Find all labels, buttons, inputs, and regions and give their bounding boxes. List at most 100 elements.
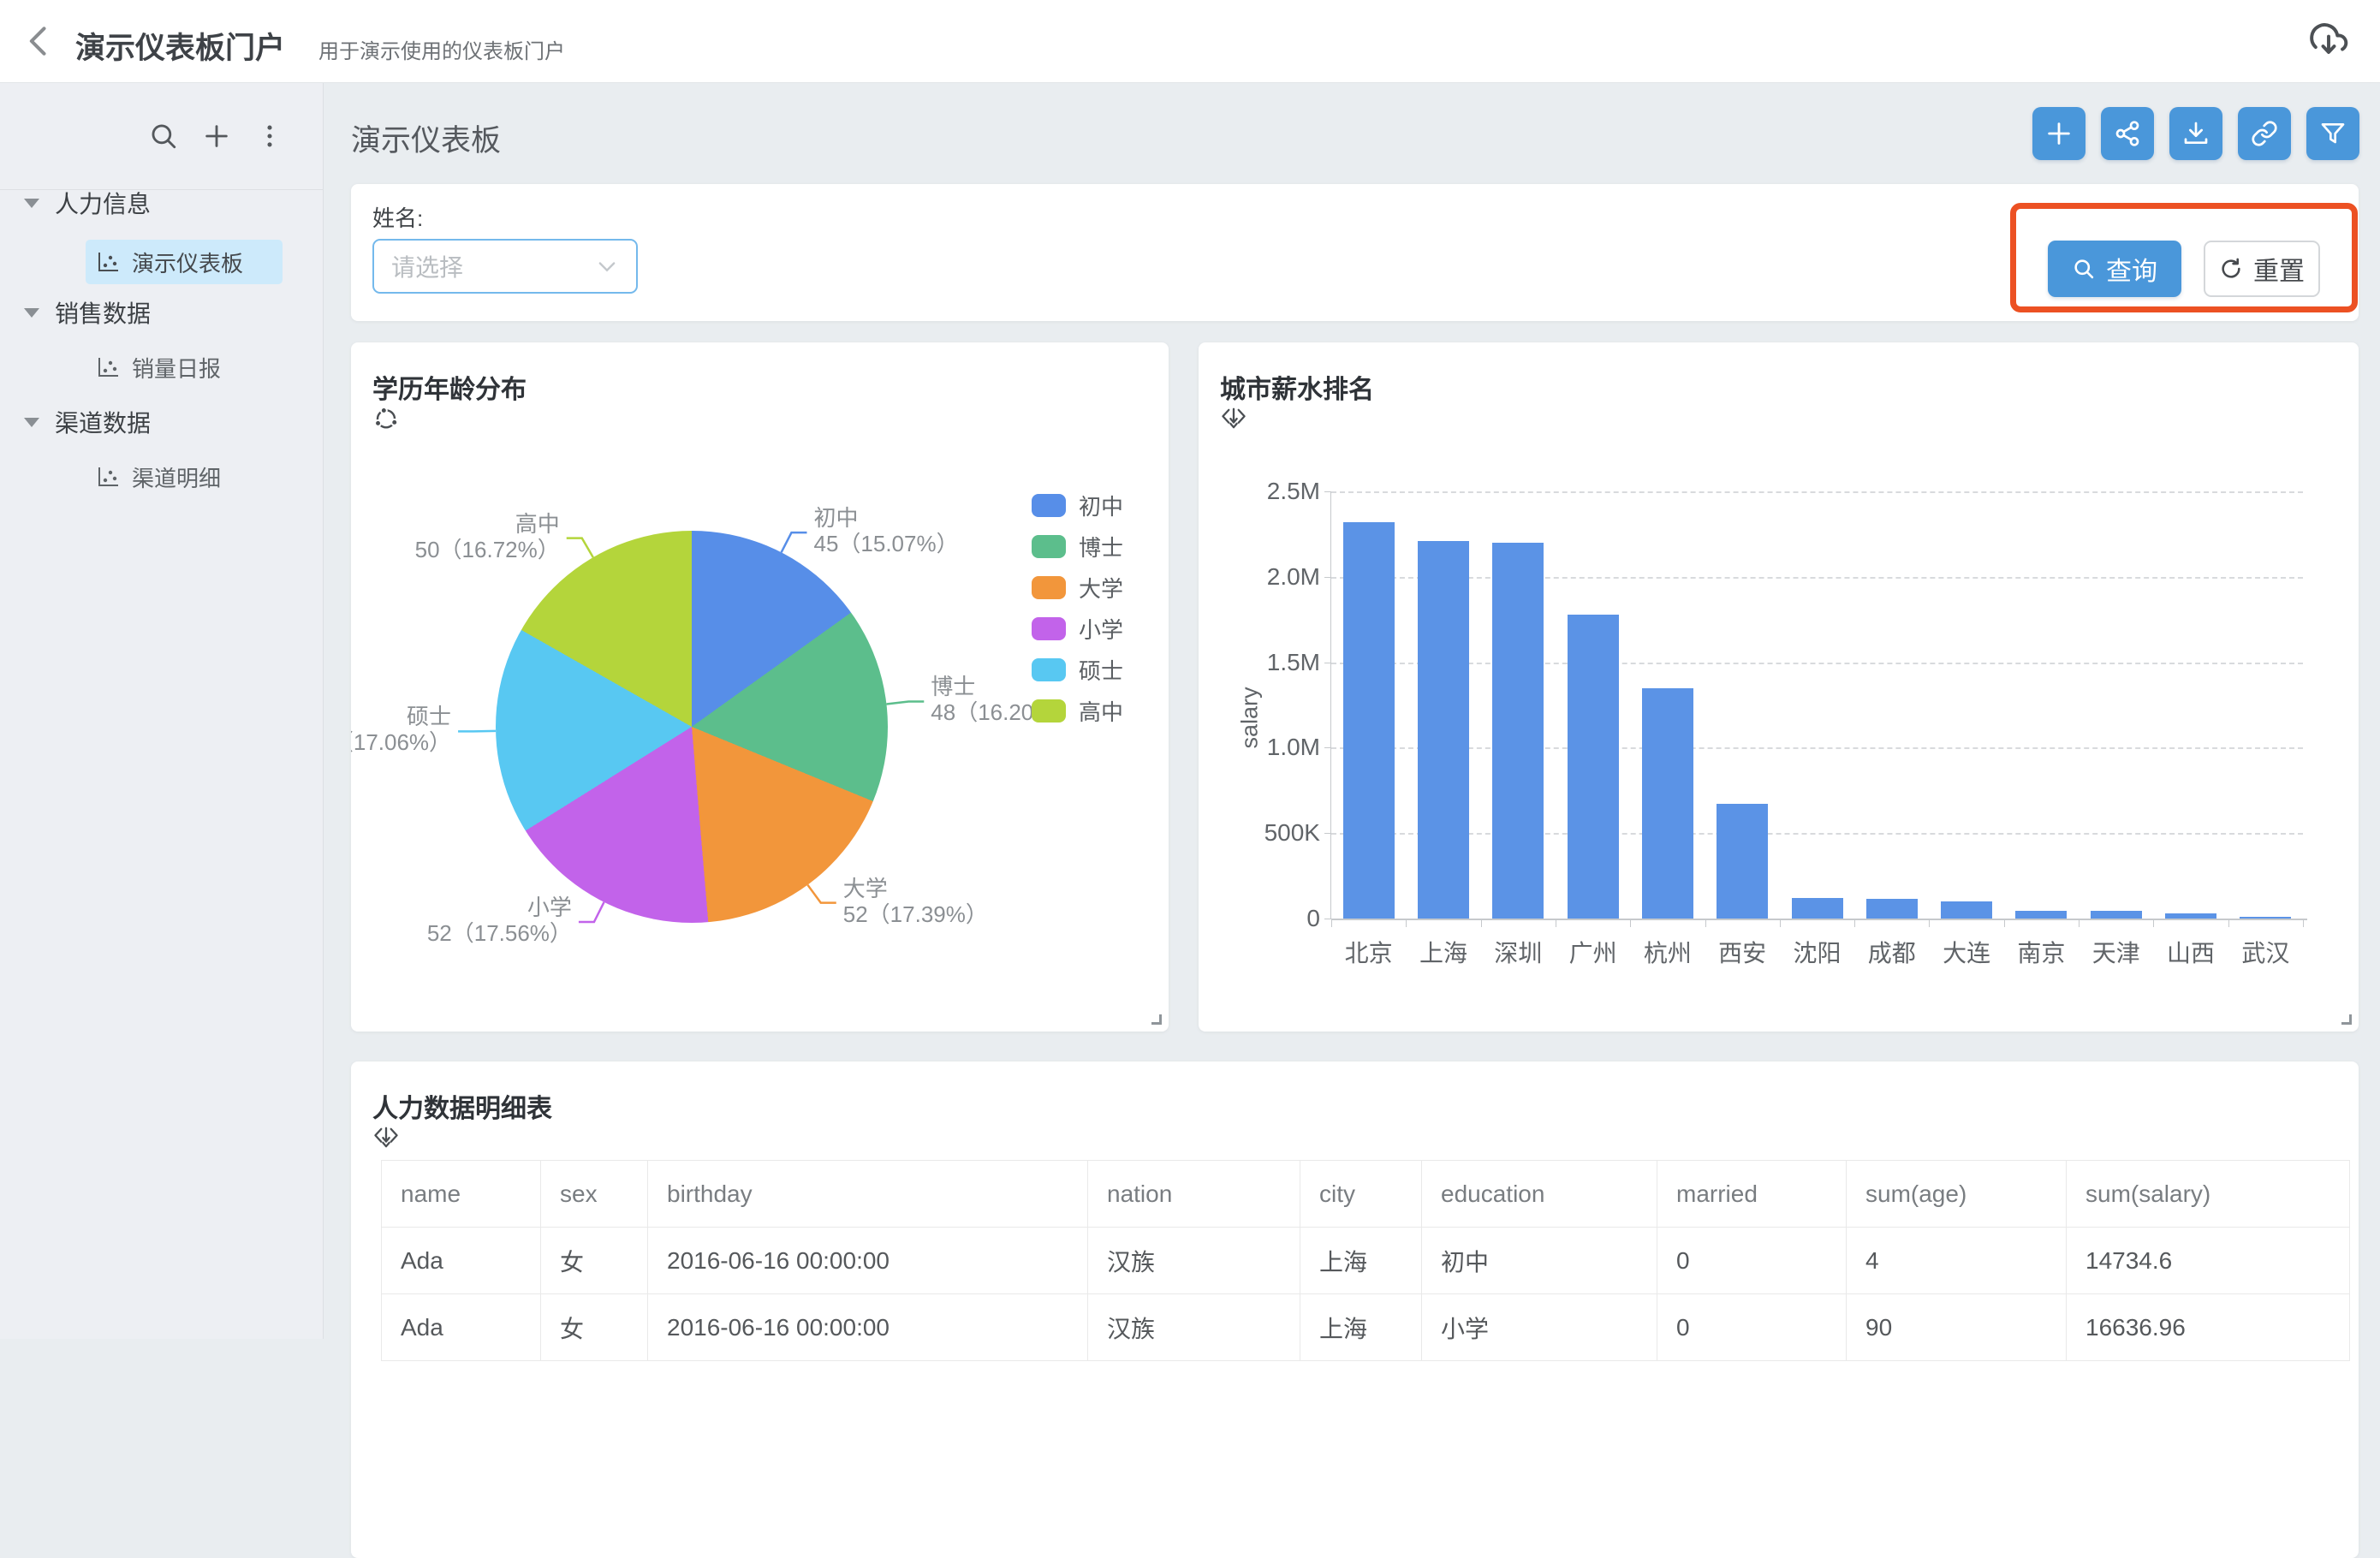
pie-legend: 初中博士大学 小学硕士高中 <box>1032 485 1123 731</box>
sidebar-group-channel[interactable]: 渠道数据 <box>0 400 324 444</box>
top-header-bar: 演示仪表板门户 用于演示使用的仪表板门户 <box>0 0 2380 83</box>
drill-icon[interactable] <box>1220 404 1247 431</box>
legend-item[interactable]: 高中 <box>1032 690 1123 731</box>
gridline <box>1331 662 2303 664</box>
sidebar-item-channel-detail[interactable]: 渠道明细 <box>86 455 283 499</box>
table-header-cell: sum(age) <box>1847 1161 2067 1228</box>
x-axis-tick-label: 广州 <box>1568 940 1617 966</box>
x-axis-tick <box>1779 920 1781 927</box>
more-options-icon[interactable] <box>255 122 284 151</box>
table-cell: 2016-06-16 00:00:00 <box>648 1228 1088 1294</box>
y-axis-tick-label: 0 <box>1306 905 1320 931</box>
x-axis-tick <box>1406 920 1407 927</box>
table-cell: 女 <box>541 1294 648 1361</box>
table-cell: 16636.96 <box>2067 1294 2349 1361</box>
sidebar-item-demo-dashboard[interactable]: 演示仪表板 <box>86 240 283 284</box>
x-axis-tick-label: 北京 <box>1344 940 1393 966</box>
sidebar-group-hr[interactable]: 人力信息 <box>0 181 324 225</box>
legend-label: 初中 <box>1079 493 1124 520</box>
toolbar-filter-button[interactable] <box>2306 107 2359 160</box>
bar-山西[interactable] <box>2165 913 2217 919</box>
table-cell: 14734.6 <box>2067 1228 2349 1294</box>
bar-北京[interactable] <box>1342 521 1395 919</box>
sidebar-item-sales-daily[interactable]: 销量日报 <box>86 345 283 390</box>
toolbar-download-button[interactable] <box>2169 107 2222 160</box>
table-cell: 上海 <box>1300 1294 1422 1361</box>
legend-swatch <box>1032 616 1066 640</box>
toolbar-add-button[interactable] <box>2032 107 2085 160</box>
name-filter-label: 姓名: <box>372 205 424 231</box>
table-card: 人力数据明细表 name sex birthday nation city educati… <box>351 1061 2359 1558</box>
x-axis-tick-label: 西安 <box>1718 940 1767 966</box>
bar-杭州[interactable] <box>1641 687 1693 919</box>
gridline <box>1331 747 2303 750</box>
toolbar-share-button[interactable] <box>2101 107 2154 160</box>
gridline <box>1331 833 2303 835</box>
table-cell: 上海 <box>1300 1228 1422 1294</box>
bar-广州[interactable] <box>1567 614 1619 919</box>
refresh-icon <box>2222 258 2240 278</box>
search-icon[interactable] <box>149 122 178 151</box>
sidebar-group-sales[interactable]: 销售数据 <box>0 290 324 335</box>
bar-天津[interactable] <box>2090 911 2142 919</box>
legend-item[interactable]: 博士 <box>1032 526 1123 567</box>
bar-西安[interactable] <box>1717 804 1769 919</box>
legend-item[interactable]: 初中 <box>1032 485 1123 526</box>
linkage-icon[interactable] <box>372 404 400 431</box>
resize-handle-icon[interactable] <box>2341 1014 2352 1025</box>
y-axis-tick-label: 1.0M <box>1266 734 1320 761</box>
x-axis-tick <box>2303 920 2304 927</box>
x-axis-tick-label: 南京 <box>2017 940 2066 966</box>
legend-label: 博士 <box>1079 534 1124 561</box>
legend-label: 高中 <box>1079 699 1124 725</box>
reset-button[interactable]: 重置 <box>2204 241 2320 297</box>
search-icon <box>2074 259 2094 279</box>
query-button[interactable]: 查询 <box>2048 241 2181 297</box>
group-label: 渠道数据 <box>55 410 152 437</box>
table-cell: 汉族 <box>1088 1294 1300 1361</box>
table-row: Ada 女 2016-06-16 00:00:00 汉族 上海 初中 0 4 14734.6 <box>382 1228 2349 1294</box>
caret-down-icon <box>24 307 39 318</box>
bar-沈阳[interactable] <box>1791 898 1843 919</box>
legend-item[interactable]: 大学 <box>1032 567 1123 608</box>
bar-成都[interactable] <box>1865 899 1918 919</box>
filter-panel: 姓名: 请选择 查询 重置 <box>351 184 2359 321</box>
drill-icon[interactable] <box>372 1123 400 1151</box>
pie-chart-card: 学历年龄分布 初中 45（15.07%） 博士 48（16.20%） 大学 52（17.3… <box>351 342 1169 1032</box>
portal-title: 演示仪表板门户 <box>75 32 286 65</box>
bar-深圳[interactable] <box>1492 542 1544 919</box>
table-header-row: name sex birthday nation city education marrie… <box>382 1161 2349 1228</box>
add-icon[interactable] <box>202 122 231 151</box>
chart-icon <box>98 358 118 377</box>
legend-label: 硕士 <box>1079 657 1124 684</box>
dashboard-title: 演示仪表板 <box>351 124 502 158</box>
x-axis-tick <box>1630 920 1632 927</box>
pie-chart-title: 学历年龄分布 <box>372 376 527 404</box>
chart-icon <box>98 253 118 271</box>
resize-handle-icon[interactable] <box>1151 1014 1162 1025</box>
toolbar-link-button[interactable] <box>2238 107 2291 160</box>
legend-item[interactable]: 硕士 <box>1032 649 1123 690</box>
table-cell: 90 <box>1847 1294 2067 1361</box>
bar-上海[interactable] <box>1417 540 1469 919</box>
cloud-download-icon[interactable] <box>2305 19 2353 63</box>
pie-slice-label: 初中 45（15.07%） <box>813 505 959 557</box>
item-label: 渠道明细 <box>132 465 222 491</box>
x-axis-tick <box>2153 920 2155 927</box>
gridline <box>1331 491 2303 493</box>
bar-南京[interactable] <box>2015 910 2068 919</box>
x-axis-tick <box>2228 920 2229 927</box>
pie-slice-label: 硕士51（17.06%） <box>351 704 452 756</box>
caret-down-icon <box>24 198 39 208</box>
legend-item[interactable]: 小学 <box>1032 608 1123 649</box>
y-axis-tick <box>1324 833 1331 835</box>
query-label: 查询 <box>2106 258 2157 286</box>
bar-大连[interactable] <box>1941 901 1993 919</box>
item-label: 演示仪表板 <box>132 250 244 277</box>
name-select[interactable]: 请选择 <box>372 239 638 294</box>
table-header-cell: city <box>1300 1161 1422 1228</box>
back-icon[interactable] <box>21 22 58 60</box>
bar-武汉[interactable] <box>2240 916 2292 919</box>
x-axis-tick <box>1929 920 1931 927</box>
pie-chart[interactable] <box>496 531 888 923</box>
